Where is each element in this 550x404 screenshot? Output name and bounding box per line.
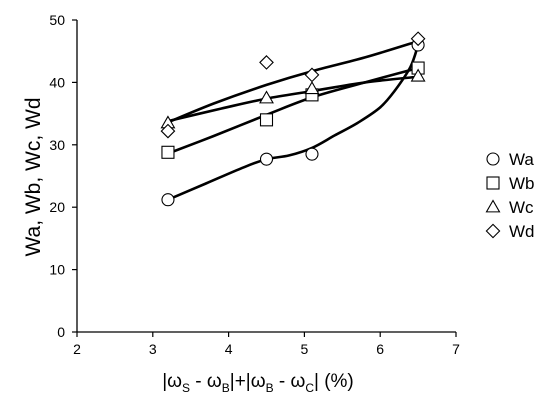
x-axis-title-part: |+|ω [230, 371, 266, 392]
legend-label-wd: Wd [509, 222, 535, 241]
x-axis-ticks: 2 3 4 5 6 7 [73, 332, 460, 357]
legend-marker-wc [485, 199, 501, 213]
point-wd [160, 123, 176, 139]
y-tick-label: 30 [49, 137, 65, 153]
x-axis-title-subscript: C [305, 381, 314, 395]
legend-label-wa: Wa [509, 150, 534, 169]
point-wb [259, 113, 274, 127]
x-tick-label: 4 [225, 341, 233, 357]
point-wd [304, 67, 320, 83]
y-axis-title: Wa, Wb, Wc, Wd [22, 97, 45, 256]
x-tick-label: 2 [73, 341, 81, 357]
point-wa [161, 193, 175, 207]
point-wc [304, 81, 320, 95]
x-axis-title-subscript: S [182, 381, 190, 395]
x-tick-label: 5 [301, 341, 309, 357]
x-tick-label: 6 [376, 341, 384, 357]
x-axis-title-part: | (%) [314, 371, 354, 392]
x-tick-label: 3 [149, 341, 157, 357]
legend-label-wc: Wc [509, 198, 534, 217]
y-tick-label: 0 [57, 324, 65, 340]
x-tick-label: 7 [452, 341, 460, 357]
point-wb [161, 145, 175, 159]
legend: Wa Wb Wc Wd [485, 150, 535, 241]
y-tick-label: 10 [49, 262, 65, 278]
series-line-wa [166, 43, 420, 201]
x-axis-title-subscript: B [222, 381, 230, 395]
point-wa [259, 152, 274, 166]
y-axis-ticks: 0 10 20 30 40 50 [49, 12, 77, 340]
x-axis-title-subscript: B [266, 381, 274, 395]
y-tick-label: 20 [49, 199, 65, 215]
point-wc [259, 90, 274, 104]
legend-marker-wd [485, 223, 501, 239]
y-tick-label: 40 [49, 74, 65, 90]
legend-marker-wb [486, 176, 500, 190]
series-line-wd [166, 39, 420, 124]
legend-marker-wa [486, 152, 500, 166]
y-tick-label: 50 [49, 12, 65, 28]
x-axis-title-part: |ω [162, 371, 182, 392]
legend-label-wb: Wb [509, 174, 535, 193]
data-markers [160, 31, 426, 207]
x-axis-title: |ωS - ωB|+|ωB - ωC| (%) [162, 371, 354, 395]
x-axis-title-part: - ω [190, 371, 222, 392]
point-wa [305, 147, 319, 161]
point-wc [410, 68, 426, 82]
point-wd [410, 31, 426, 47]
series-line-wc [166, 75, 420, 123]
point-wd [259, 55, 274, 70]
trend-lines [166, 39, 420, 201]
x-axis-title-part: - ω [274, 371, 306, 392]
